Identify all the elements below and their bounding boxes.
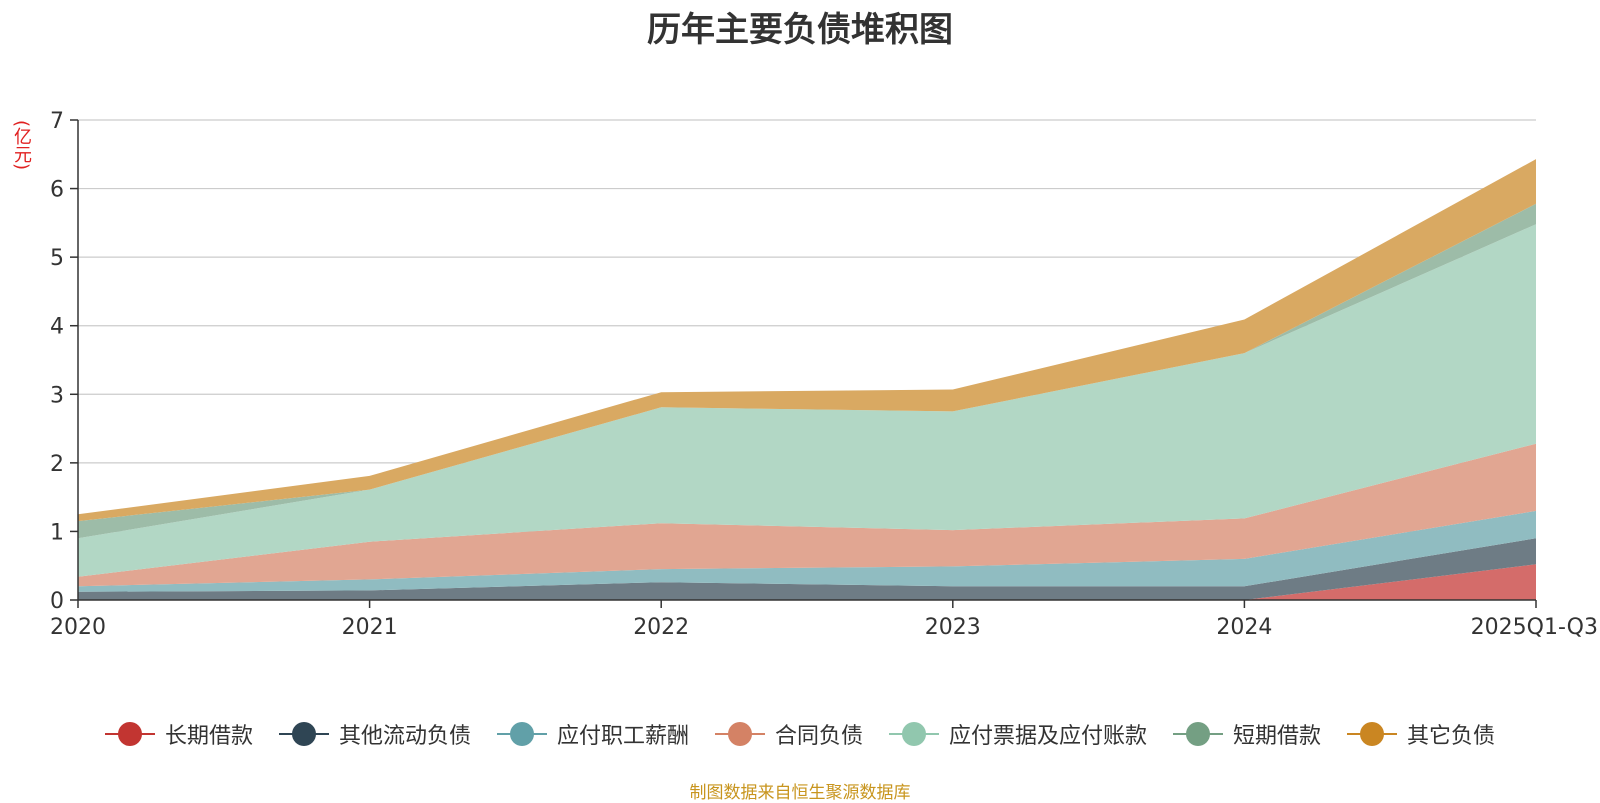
series-areas [78,159,1536,600]
legend-dot [509,722,534,746]
legend-dot [291,722,316,746]
y-tick-label: 6 [50,178,64,203]
legend: 长期借款 其他流动负债 应付职工薪酬 合同负债 应付票据及应付账款 短期借款 其它负债 [0,718,1600,750]
y-tick-label: 1 [50,520,64,545]
legend-label: 合同负债 [774,724,863,749]
area-长期借款 [78,564,1536,600]
legend-item[interactable]: 应付票据及应付账款 [889,718,1147,750]
x-tick-label: 2020 [50,615,106,640]
x-tick-label: 2022 [633,615,689,640]
y-tick-label: 3 [50,383,64,408]
legend-marker [889,722,939,746]
legend-label: 长期借款 [164,724,253,749]
area-应付票据及应付账款 [78,224,1536,577]
legend-marker [1173,722,1224,746]
y-axis-unit-label: (亿元) [11,120,32,171]
area-其他流动负债 [78,538,1536,600]
x-tick-label: 2024 [1216,615,1272,640]
y-tick-label: 0 [50,589,64,614]
legend-marker [496,722,547,746]
y-tick-label: 7 [50,109,64,134]
legend-marker [714,722,765,746]
legend-marker [1347,722,1398,746]
axes: 0 1 2 3 4 5 6 7 2020 2021 2022 2023 2024 2025Q1-Q3 [50,109,1598,640]
legend-item[interactable]: 其他流动负债 [278,718,471,750]
stacked-area-chart: 0 1 2 3 4 5 6 7 2020 2021 2022 2023 2024 2025Q1-Q3 [50,109,1598,640]
y-tick-label: 4 [50,315,64,340]
x-tick-label: 2023 [925,615,981,640]
legend-dot [727,722,752,746]
legend-dot [117,722,142,746]
legend-item[interactable]: 应付职工薪酬 [496,718,689,750]
legend-item[interactable]: 短期借款 [1173,718,1321,750]
legend-label: 其它负债 [1407,724,1496,749]
x-tick-label: 2021 [342,615,398,640]
legend-label: 应付职工薪酬 [556,724,689,749]
legend-label: 应付票据及应付账款 [949,724,1148,749]
legend-marker [278,722,329,746]
legend-dot [1186,722,1211,746]
legend-dot [1360,722,1385,746]
y-tick-label: 2 [50,452,64,477]
legend-label: 短期借款 [1233,724,1322,749]
legend-dot [902,722,926,746]
area-应付职工薪酬 [78,510,1536,592]
legend-item[interactable]: 其它负债 [1347,718,1495,750]
y-tick-label: 5 [50,246,64,271]
legend-item[interactable]: 合同负债 [714,718,863,750]
x-tick-label: 2025Q1-Q3 [1471,615,1598,640]
legend-marker [104,722,155,746]
legend-item[interactable]: 长期借款 [104,718,253,750]
area-合同负债 [78,443,1536,587]
data-source-note: 制图数据来自恒生聚源数据库 [689,783,911,803]
chart-title: 历年主要负债堆积图 [647,10,953,50]
legend-label: 其他流动负债 [338,724,471,749]
area-其它负债 [78,159,1536,522]
